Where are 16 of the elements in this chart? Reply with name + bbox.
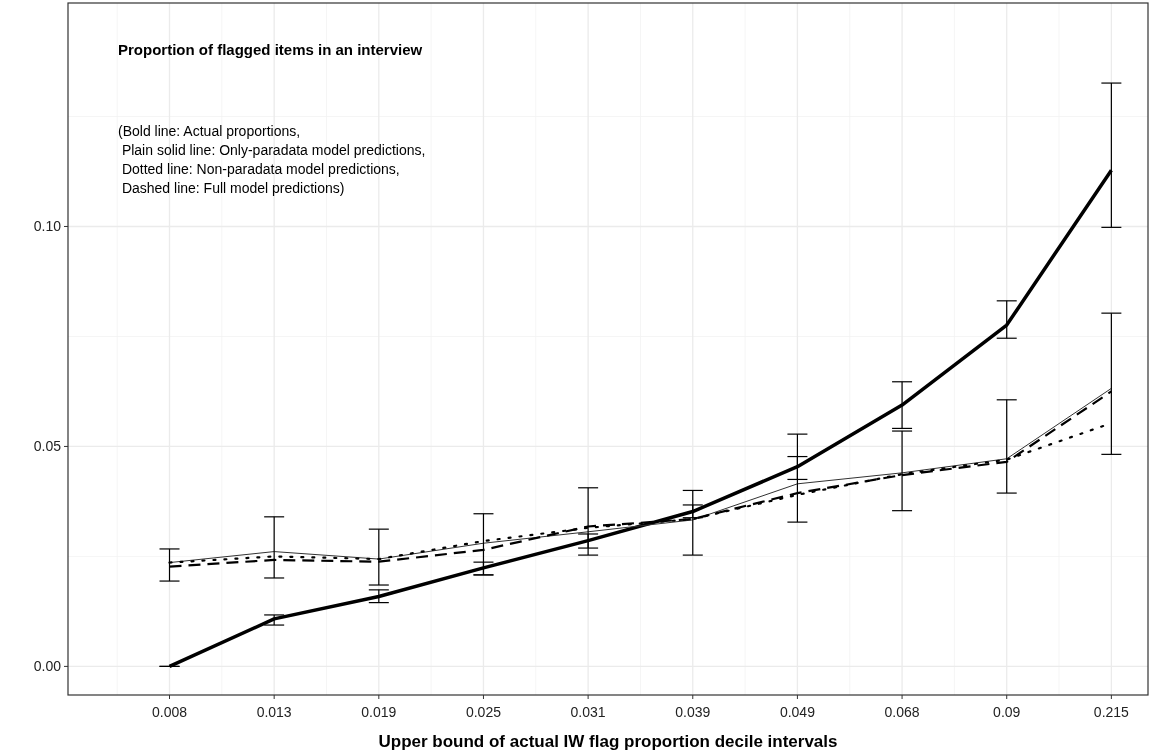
y-tick-label: 0.00	[33, 658, 62, 675]
x-tick-label: 0.025	[465, 704, 502, 720]
x-tick-label: 0.031	[570, 704, 606, 720]
text: Proportion of flagged items in an interview	[118, 41, 423, 58]
x-tick-label: 0.049	[779, 704, 816, 720]
x-tick-label: 0.019	[361, 704, 397, 720]
x-tick-label: 0.215	[1093, 704, 1130, 720]
x-tick-label: 0.09	[993, 704, 1021, 720]
x-tick-label: 0.068	[884, 704, 920, 720]
y-tick-label: 0.05	[33, 438, 62, 455]
x-axis-title: Upper bound of actual IW flag proportion decile intervals	[378, 732, 838, 751]
y-tick-label: 0.10	[33, 218, 62, 235]
x-tick-label: 0.039	[675, 704, 711, 720]
x-tick-label: 0.013	[256, 704, 292, 720]
annotation: (Bold line: Actual proportions, Plain solid line: Only-paradata model predictions, Dotted line: Non-paradata model predictions, Dashed line: Full model predictions)	[118, 123, 426, 196]
x-tick-label: 0.008	[151, 704, 188, 720]
